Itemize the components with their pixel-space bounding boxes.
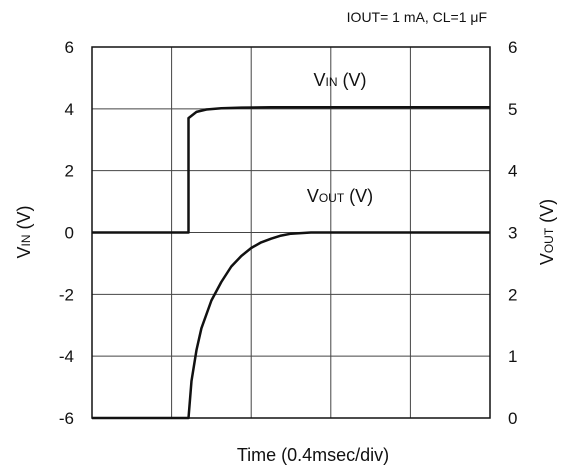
- y-right-tick-label: 5: [508, 100, 517, 119]
- y-right-tick-label: 2: [508, 285, 517, 304]
- y-right-tick-label: 1: [508, 347, 517, 366]
- plot-area: 6 4 2 0 -2 -4 -6 6 5 4 3 2 1 0 VIN (V) VOUT (V): [59, 38, 518, 428]
- x-axis-label: Time (0.4msec/div): [237, 445, 389, 465]
- y-right-tick-label: 3: [508, 224, 517, 243]
- series-vout-line: [92, 231, 490, 420]
- chart-annotation: IOUT= 1 mA, CL=1 μF: [347, 9, 487, 25]
- y-left-tick-label: 2: [65, 162, 74, 181]
- y-right-axis-label: VOUT (V): [537, 199, 557, 265]
- y-left-tick-label: -6: [59, 409, 74, 428]
- y-left-tick-label: 4: [65, 100, 74, 119]
- y-left-tick-label: 0: [65, 224, 74, 243]
- series-vin-label: VIN (V): [313, 70, 366, 90]
- y-right-tick-label: 4: [508, 162, 517, 181]
- y-left-tick-label: -4: [59, 347, 74, 366]
- y-left-tick-label: 6: [65, 38, 74, 57]
- series-vout-label: VOUT (V): [307, 186, 373, 206]
- y-left-axis-label: VIN (V): [14, 205, 34, 258]
- series-vin-line: [92, 106, 490, 234]
- y-right-tick-label: 0: [508, 409, 517, 428]
- y-left-tick-label: -2: [59, 285, 74, 304]
- y-right-tick-label: 6: [508, 38, 517, 57]
